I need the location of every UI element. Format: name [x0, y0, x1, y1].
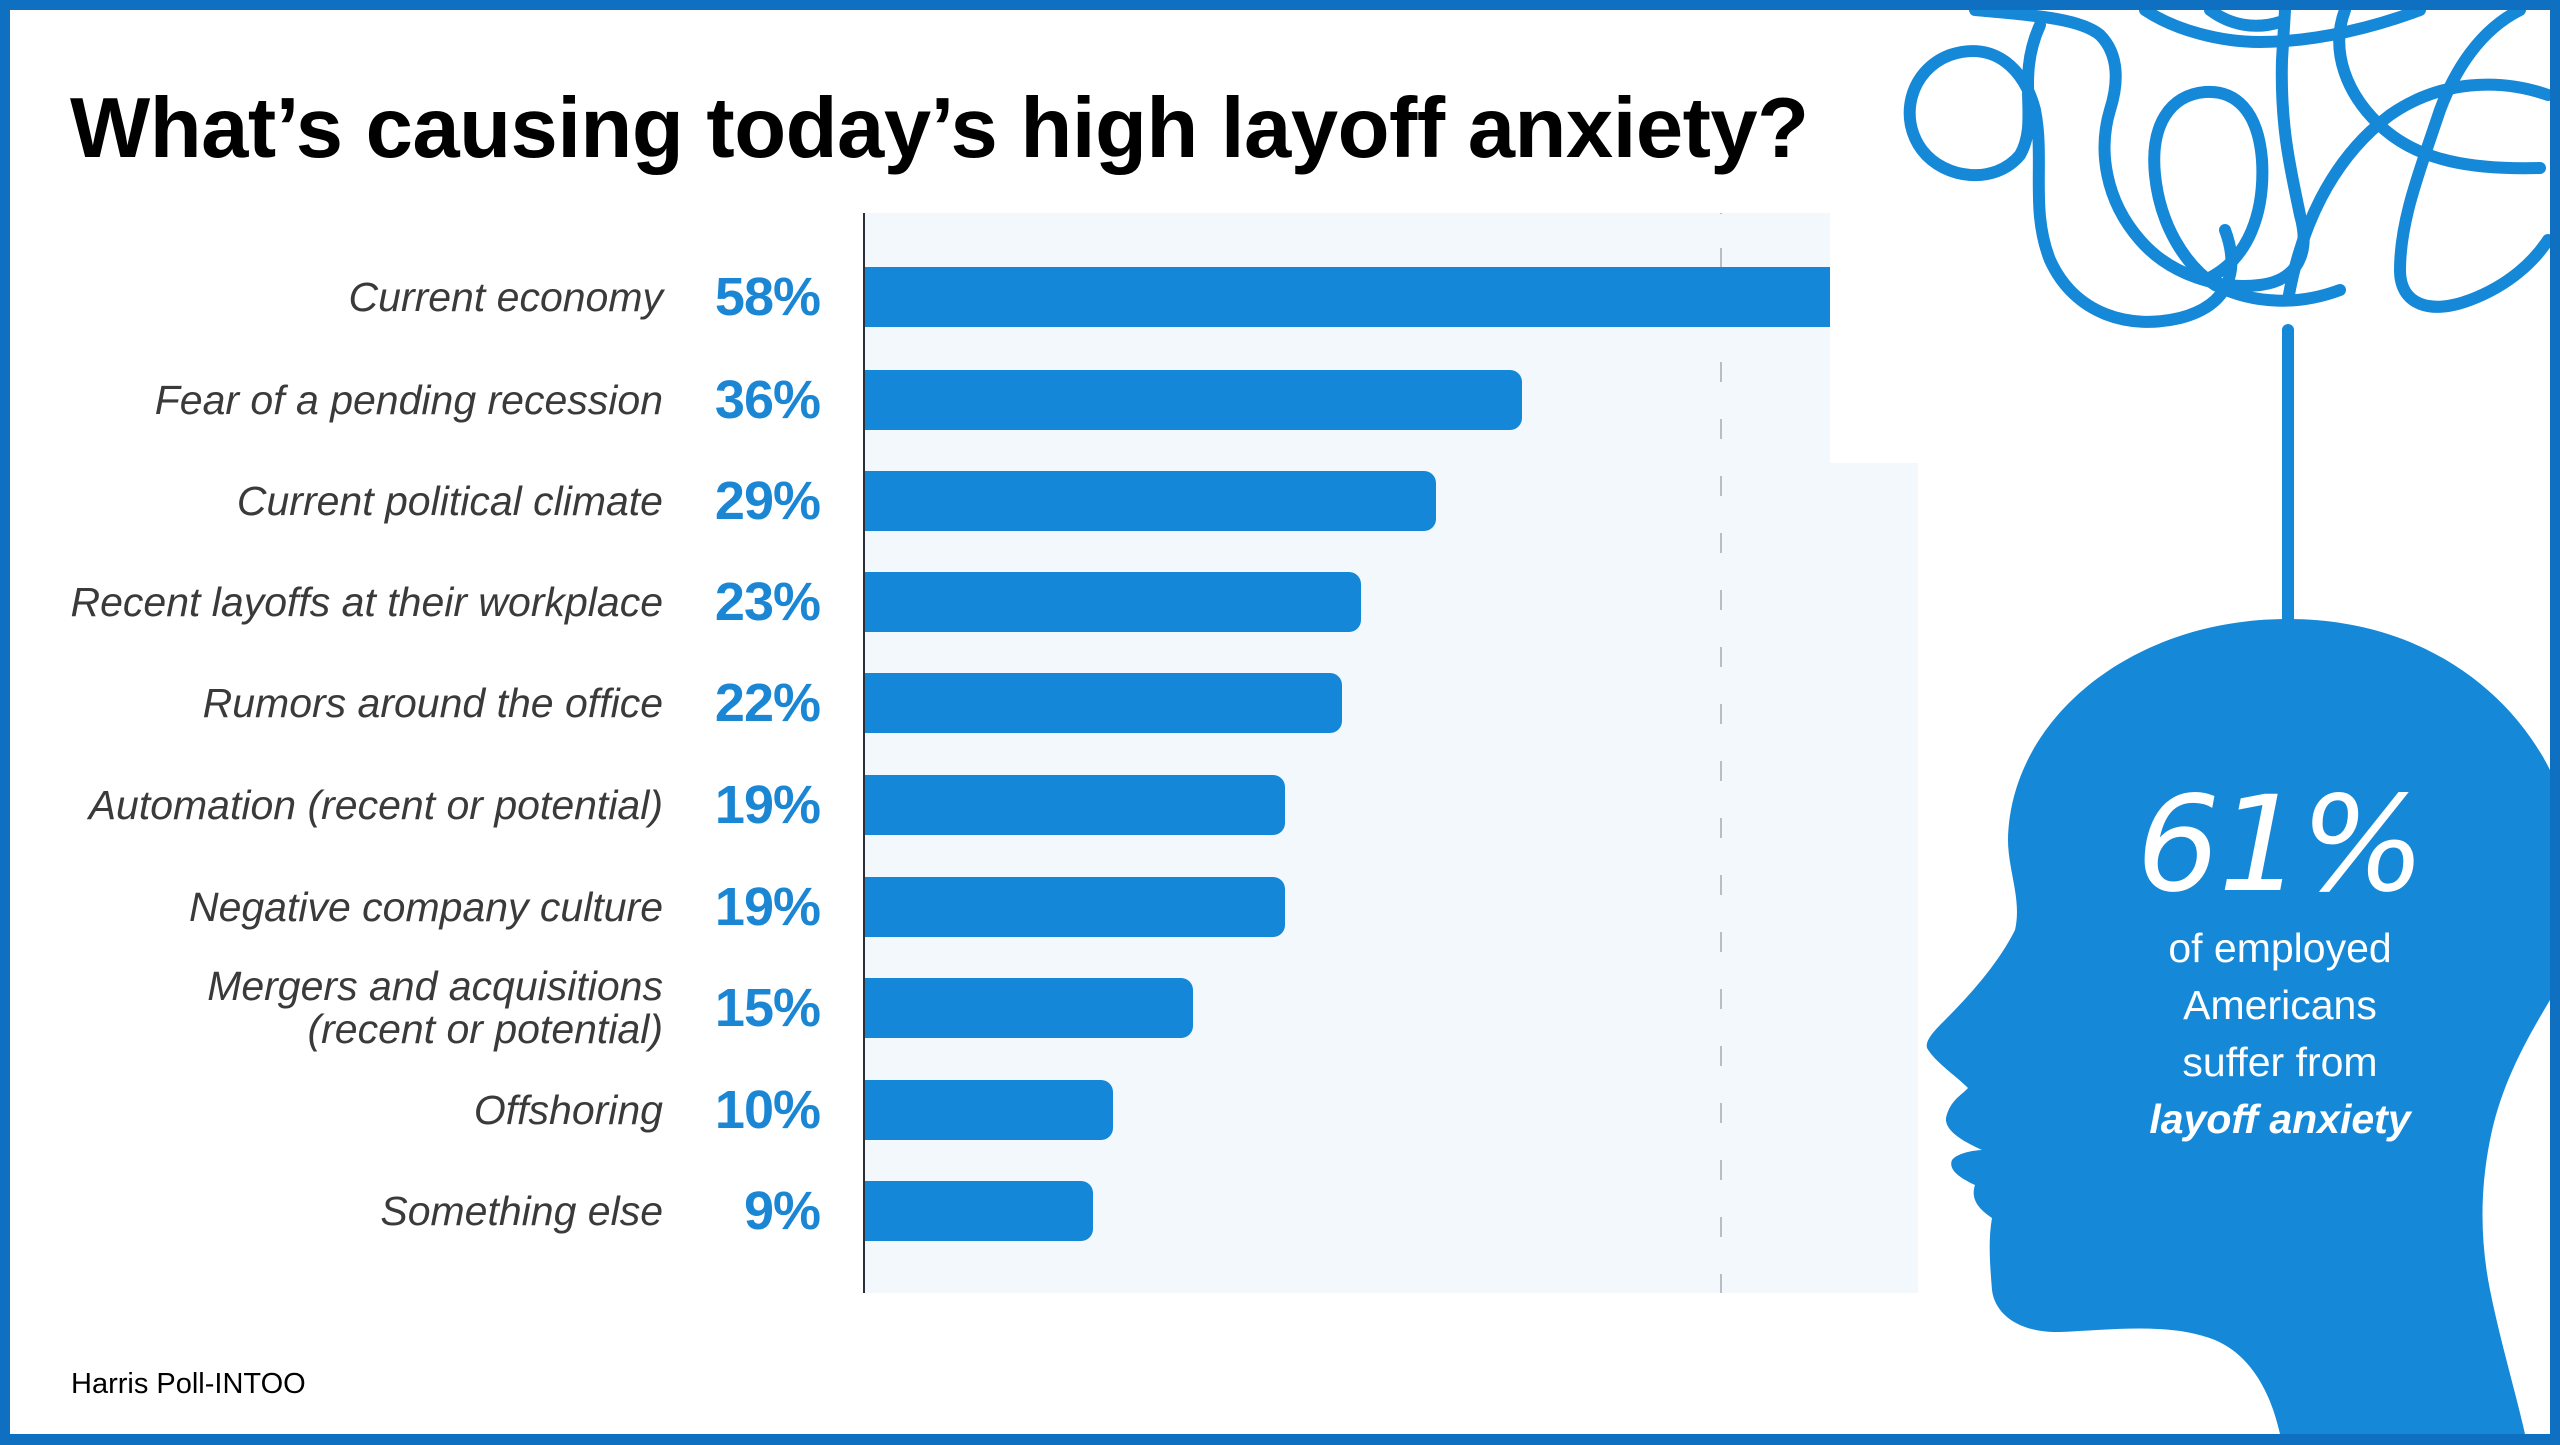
bar-row-something-else: Something else 9% — [0, 1181, 1900, 1241]
bar — [865, 1181, 1093, 1241]
bar-row-offshoring: Offshoring 10% — [0, 1080, 1900, 1140]
tangled-thoughts-scribble-icon — [1903, 4, 2554, 636]
value-label: 22% — [714, 673, 821, 733]
bar-row-current-economy: Current economy 58% — [0, 267, 1900, 327]
bar — [865, 1080, 1113, 1140]
category-label: Current political climate — [236, 478, 663, 524]
bar-row-mergers: Mergers and acquisitions (recent or poten… — [0, 965, 1900, 1051]
bar — [865, 978, 1193, 1038]
value-label: 19% — [714, 877, 821, 937]
category-label-line1: Mergers and acquisitions — [207, 963, 663, 1009]
value-label: 36% — [714, 370, 821, 430]
bar — [865, 673, 1342, 733]
category-label: Current economy — [348, 274, 663, 320]
value-label: 19% — [714, 775, 821, 835]
category-label: Something else — [380, 1188, 663, 1234]
bar — [865, 370, 1522, 430]
category-label: Automation (recent or potential) — [88, 782, 663, 828]
category-label: Negative company culture — [188, 884, 663, 930]
callout-line-2: Americans — [2183, 982, 2377, 1028]
bar — [865, 471, 1436, 531]
value-label: 58% — [714, 267, 821, 327]
value-label: 9% — [743, 1181, 821, 1241]
bar-row-recession: Fear of a pending recession 36% — [0, 370, 1900, 430]
bar — [865, 877, 1285, 937]
value-label: 23% — [714, 572, 821, 632]
callout-emphasis: layoff anxiety — [2149, 1096, 2411, 1142]
callout-line-1: of employed — [2168, 925, 2392, 971]
source-credit: Harris Poll-INTOO — [71, 1368, 306, 1400]
page-title: What’s causing today’s high layoff anxie… — [70, 81, 1809, 176]
category-label-line2: (recent or potential) — [307, 1006, 663, 1052]
dashed-reference-line — [1720, 213, 1722, 1293]
bar — [865, 775, 1285, 835]
category-label: Offshoring — [473, 1087, 663, 1133]
category-label: Recent layoffs at their workplace — [70, 579, 664, 625]
bar-row-political-climate: Current political climate 29% — [0, 471, 1900, 531]
value-label: 15% — [714, 978, 821, 1038]
y-axis-line — [863, 213, 865, 1293]
category-label: Rumors around the office — [202, 680, 663, 726]
bar-row-automation: Automation (recent or potential) 19% — [0, 775, 1900, 835]
bar-row-rumors: Rumors around the office 22% — [0, 673, 1900, 733]
bar-row-company-culture: Negative company culture 19% — [0, 877, 1900, 937]
callout-percentage: 61% — [2136, 768, 2425, 922]
bar — [865, 267, 1830, 327]
value-label: 10% — [714, 1080, 821, 1140]
bar — [865, 572, 1361, 632]
callout-stat: 61% of employed Americans suffer from la… — [2100, 770, 2460, 1148]
bar-row-recent-layoffs: Recent layoffs at their workplace 23% — [0, 572, 1900, 632]
category-label: Mergers and acquisitions (recent or poten… — [207, 965, 663, 1051]
callout-line-3: suffer from — [2182, 1039, 2378, 1085]
value-label: 29% — [714, 471, 821, 531]
category-label: Fear of a pending recession — [154, 377, 663, 423]
